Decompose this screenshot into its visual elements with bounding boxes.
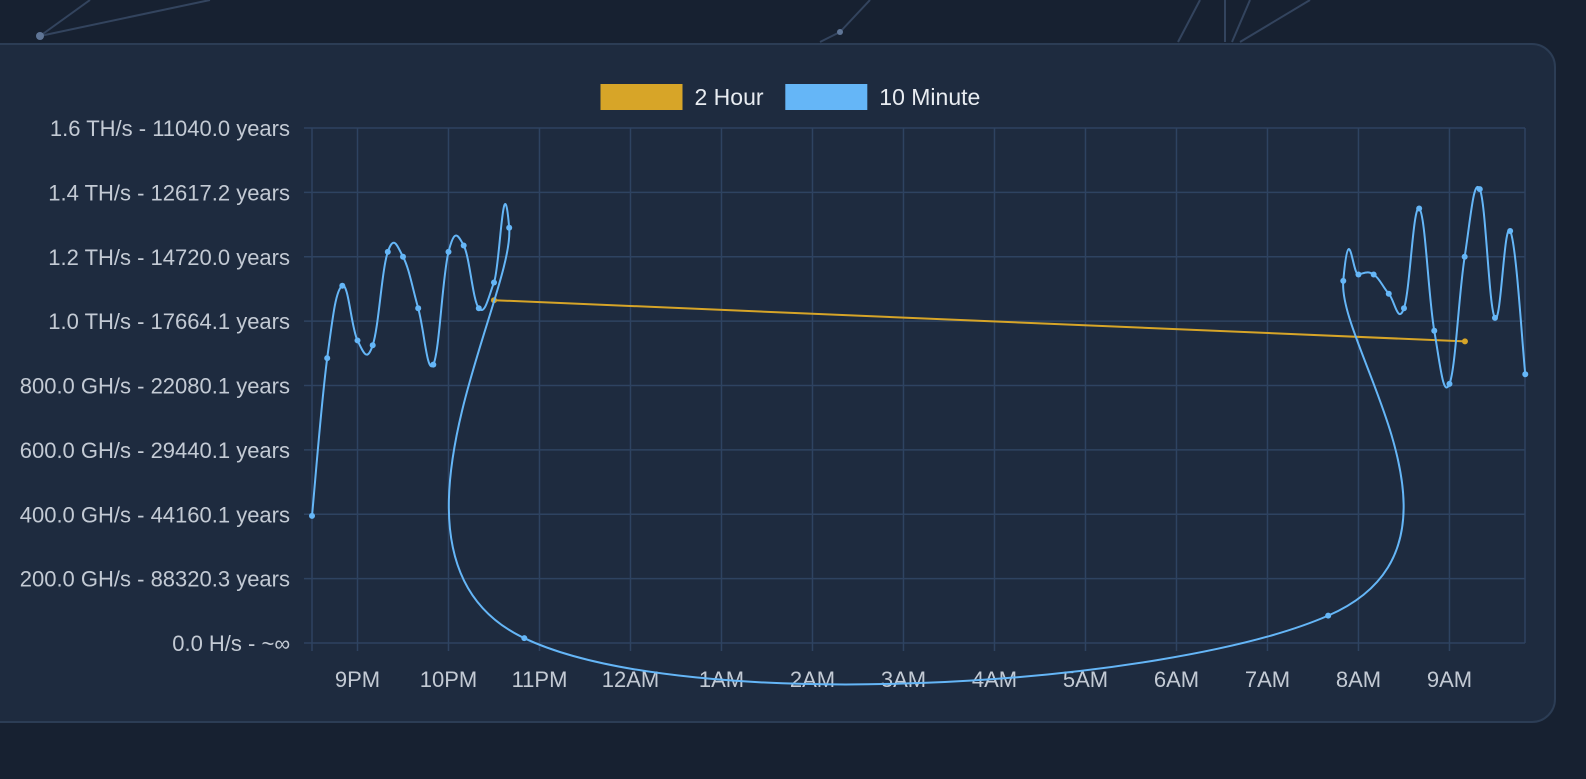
y-tick-label: 1.4 TH/s - 12617.2 years (48, 180, 290, 205)
data-point[interactable] (506, 224, 513, 231)
x-tick-label: 7AM (1245, 667, 1290, 692)
data-point[interactable] (1431, 327, 1438, 334)
data-point[interactable] (1491, 314, 1498, 321)
legend-swatch (785, 84, 868, 110)
data-point[interactable] (415, 305, 422, 312)
x-tick-label: 2AM (790, 667, 835, 692)
y-tick-label: 1.2 TH/s - 14720.0 years (48, 245, 290, 270)
data-point[interactable] (1476, 186, 1483, 193)
data-point[interactable] (339, 282, 346, 289)
data-point[interactable] (1416, 205, 1423, 212)
chart-card (0, 43, 1556, 723)
x-axis-labels: 9PM 10PM 11PM 12AM 1AM 2AM 3AM 4AM 5AM 6AM 7AM 8AM 9… (335, 667, 1472, 692)
data-point[interactable] (1340, 277, 1347, 284)
data-point[interactable] (1370, 271, 1377, 278)
data-point[interactable] (384, 248, 391, 255)
x-tick-label: 6AM (1154, 667, 1199, 692)
data-point[interactable] (1522, 371, 1529, 378)
legend-item[interactable]: 10 Minute (785, 84, 980, 110)
data-point[interactable] (324, 355, 331, 362)
y-axis-labels: 1.6 TH/s - 11040.0 years 1.4 TH/s - 12617… (20, 116, 290, 656)
x-tick-label: 12AM (602, 667, 659, 692)
y-tick-label: 400.0 GH/s - 44160.1 years (20, 502, 290, 527)
data-point[interactable] (460, 242, 467, 249)
data-point[interactable] (490, 279, 497, 286)
x-tick-label: 11PM (512, 667, 568, 692)
data-point[interactable] (399, 253, 406, 260)
y-tick-label: 600.0 GH/s - 29440.1 years (20, 438, 290, 463)
x-tick-label: 10PM (420, 667, 477, 692)
data-point[interactable] (521, 635, 528, 642)
series-line (493, 299, 1465, 343)
data-point[interactable] (1400, 305, 1407, 312)
data-point[interactable] (1461, 338, 1468, 345)
data-point[interactable] (309, 512, 315, 519)
legend-label: 10 Minute (879, 84, 980, 110)
data-point[interactable] (445, 248, 452, 255)
data-point[interactable] (1461, 253, 1468, 260)
data-point[interactable] (475, 305, 482, 312)
data-point[interactable] (430, 361, 437, 368)
x-tick-label: 3AM (881, 667, 926, 692)
x-tick-label: 8AM (1336, 667, 1381, 692)
series-lines (309, 186, 1529, 686)
data-point[interactable] (1446, 380, 1453, 387)
y-tick-label: 1.6 TH/s - 11040.0 years (50, 116, 290, 141)
y-tick-label: 1.0 TH/s - 17664.1 years (48, 309, 290, 334)
grid-lines (304, 127, 1526, 651)
data-point[interactable] (1355, 271, 1362, 278)
legend-item[interactable]: 2 Hour (600, 84, 764, 110)
data-point[interactable] (369, 342, 376, 349)
legend-swatch (600, 84, 683, 110)
chart-legend[interactable]: 2 Hour 10 Minute (600, 84, 981, 110)
legend-label: 2 Hour (695, 84, 764, 110)
data-point[interactable] (1385, 290, 1392, 297)
x-tick-label: 9PM (335, 667, 380, 692)
data-point[interactable] (1325, 612, 1332, 619)
y-tick-label: 200.0 GH/s - 88320.3 years (20, 567, 290, 592)
y-tick-label: 800.0 GH/s - 22080.1 years (20, 374, 290, 399)
x-tick-label: 9AM (1427, 667, 1472, 692)
data-point[interactable] (1507, 228, 1514, 234)
data-point[interactable] (354, 337, 361, 344)
series-line (311, 186, 1527, 686)
y-tick-label: 0.0 H/s - ~∞ (172, 631, 290, 656)
